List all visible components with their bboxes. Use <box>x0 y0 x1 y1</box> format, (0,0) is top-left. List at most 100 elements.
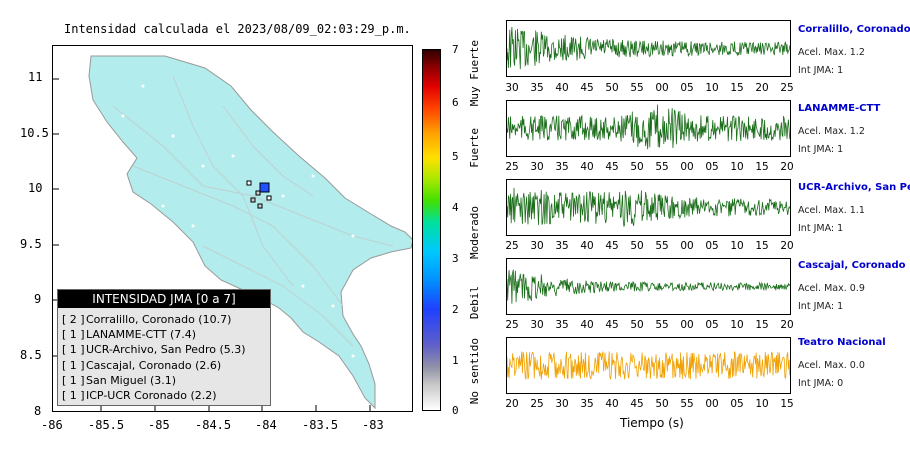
station-accel: Acel. Max. 1.2 <box>798 126 865 137</box>
waveform-trace <box>507 104 790 150</box>
legend-level: [ 1 ] <box>62 388 85 402</box>
waveform-panel <box>506 20 791 77</box>
y-tick-10: 10 <box>28 181 43 195</box>
waveform-tick-label: 50 <box>630 161 644 173</box>
station-accel: Acel. Max. 1.1 <box>798 205 865 216</box>
waveform-ticks: 30 35 40 45 50 55 00 05 10 15 20 25 <box>505 82 794 94</box>
waveform-tick-label: 10 <box>705 82 719 94</box>
waveform-tick-label: 35 <box>555 161 569 173</box>
x-tick-83-5: -83.5 <box>302 418 339 432</box>
waveform-tick-label: 15 <box>755 319 769 331</box>
waveform-tick-label: 15 <box>730 82 744 94</box>
waveform-tick-label: 55 <box>680 398 694 410</box>
waveform-tick-label: 50 <box>605 82 619 94</box>
waveform-tick-label: 40 <box>580 240 594 252</box>
colorbar-word-no-sentido: No sentido <box>468 338 481 405</box>
waveform-line <box>507 351 790 381</box>
colorbar-tick-4: 4 <box>452 201 459 214</box>
colorbar-tick-0: 0 <box>452 404 459 417</box>
waveform-tick-label: 40 <box>555 82 569 94</box>
waveform-tick-label: 25 <box>505 240 519 252</box>
y-tick-9-5: 9.5 <box>20 237 42 251</box>
waveform-tick-label: 05 <box>680 82 694 94</box>
colorbar-tick-5: 5 <box>452 150 459 163</box>
waveform-trace <box>507 351 790 381</box>
station-int: Int JMA: 1 <box>798 301 844 312</box>
legend-label: ICP-UCR Coronado (2.2) <box>86 388 217 402</box>
waveform-tick-label: 50 <box>630 319 644 331</box>
legend-item: [ 1 ]Cascajal, Coronado (2.6) <box>58 358 270 373</box>
waveform-tick-label: 40 <box>580 161 594 173</box>
waveform-tick-label: 10 <box>730 240 744 252</box>
waveform-tick-label: 10 <box>730 319 744 331</box>
station-name: LANAMME-CTT <box>798 103 881 114</box>
time-axis-label: Tiempo (s) <box>620 416 684 430</box>
station-int: Int JMA: 0 <box>798 378 844 389</box>
station-int: Int JMA: 1 <box>798 223 844 234</box>
x-tick-86: -86 <box>41 418 63 432</box>
waveform-tick-label: 30 <box>505 82 519 94</box>
station-int: Int JMA: 1 <box>798 65 844 76</box>
waveform-tick-label: 55 <box>655 161 669 173</box>
waveform-tick-label: 05 <box>705 240 719 252</box>
waveform-tick-label: 55 <box>655 319 669 331</box>
waveform-ticks: 25 30 35 40 45 50 55 00 05 10 15 20 <box>505 161 793 173</box>
y-tick-9: 9 <box>34 292 42 306</box>
waveform-tick-label: 45 <box>580 82 594 94</box>
waveform-tick-label: 05 <box>705 319 719 331</box>
y-tick-8-5: 8.5 <box>20 348 42 362</box>
waveform-tick-label: 15 <box>755 240 769 252</box>
waveform-line <box>507 269 790 304</box>
colorbar-tick-3: 3 <box>452 252 459 265</box>
map-title: Intensidad calculada el 2023/08/09_02:03… <box>64 22 411 36</box>
legend-item: [ 2 ]Corralillo, Coronado (10.7) <box>58 312 270 327</box>
waveform-tick-label: 15 <box>755 161 769 173</box>
waveform-tick-label: 30 <box>530 319 544 331</box>
legend-level: [ 2 ] <box>62 313 85 326</box>
waveform-tick-label: 35 <box>555 319 569 331</box>
station-accel: Acel. Max. 0.0 <box>798 360 865 371</box>
station-name: Corralillo, Coronado <box>798 24 910 35</box>
waveform-tick-label: 55 <box>655 240 669 252</box>
waveform-tick-label: 55 <box>630 82 644 94</box>
waveform-trace <box>507 269 790 304</box>
legend-level: [ 1 ] <box>62 343 85 357</box>
station-int: Int JMA: 1 <box>798 144 844 155</box>
waveform-tick-label: 35 <box>580 398 594 410</box>
waveform-panel <box>506 258 791 315</box>
station-accel: Acel. Max. 0.9 <box>798 283 865 294</box>
waveform-tick-label: 00 <box>680 161 694 173</box>
x-tick-84: -84 <box>255 418 277 432</box>
station-name: UCR-Archivo, San Pedro <box>798 182 910 193</box>
legend-item: [ 1 ]San Miguel (3.1) <box>58 373 270 388</box>
waveform-tick-label: 30 <box>530 161 544 173</box>
waveform-tick-label: 20 <box>505 398 519 410</box>
waveform-tick-label: 25 <box>780 82 794 94</box>
legend-level: [ 1 ] <box>62 358 85 372</box>
waveform-tick-label: 30 <box>555 398 569 410</box>
waveform-line <box>507 187 790 227</box>
legend-item: [ 1 ]UCR-Archivo, San Pedro (5.3) <box>58 342 270 357</box>
waveform-tick-label: 10 <box>730 161 744 173</box>
x-tick-83: -83 <box>362 418 384 432</box>
waveform-tick-label: 45 <box>605 240 619 252</box>
legend-label: Cascajal, Coronado (2.6) <box>86 358 222 372</box>
waveform-line <box>507 26 790 70</box>
x-tick-85-5: -85.5 <box>88 418 125 432</box>
waveform-tick-label: 00 <box>680 319 694 331</box>
legend-label: UCR-Archivo, San Pedro (5.3) <box>86 343 246 357</box>
waveform-tick-label: 25 <box>530 398 544 410</box>
waveform-tick-label: 25 <box>505 161 519 173</box>
legend-title: INTENSIDAD JMA [0 a 7] <box>58 290 270 308</box>
waveform-tick-label: 40 <box>605 398 619 410</box>
costa-rica-map <box>53 55 412 411</box>
waveform-trace <box>507 187 790 227</box>
waveform-tick-label: 25 <box>505 319 519 331</box>
waveform-tick-label: 00 <box>655 82 669 94</box>
waveform-tick-label: 50 <box>630 240 644 252</box>
waveform-tick-label: 50 <box>655 398 669 410</box>
waveform-tick-label: 05 <box>730 398 744 410</box>
waveform-ticks: 25 30 35 40 45 50 55 00 05 10 15 20 <box>505 240 793 252</box>
y-tick-11: 11 <box>28 70 43 84</box>
intensity-colorbar <box>422 49 441 411</box>
